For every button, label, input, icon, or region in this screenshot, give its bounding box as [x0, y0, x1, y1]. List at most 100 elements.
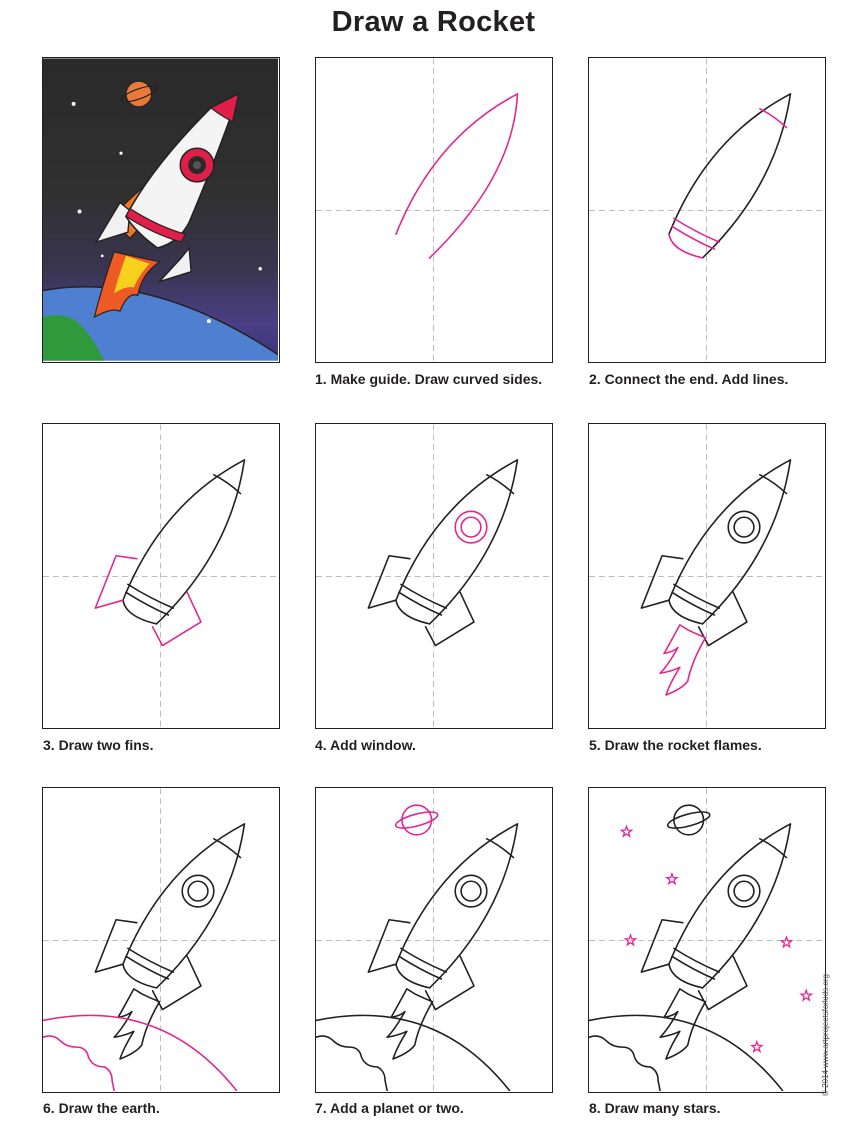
rocket-right-side	[701, 823, 792, 989]
rocket	[93, 92, 240, 319]
step-4-drawing	[316, 424, 551, 727]
rocket-nose-line	[759, 473, 788, 495]
step-3-panel	[42, 423, 280, 729]
star	[749, 1039, 764, 1054]
step-5-panel	[588, 423, 826, 729]
rocket-fin	[640, 554, 684, 609]
step-6-panel	[42, 787, 280, 1093]
rocket-nose-line	[486, 837, 515, 859]
earth-horizon	[589, 1014, 784, 1091]
star	[619, 824, 634, 838]
rocket-window	[727, 874, 761, 908]
rocket-window-inner	[187, 880, 209, 902]
star	[623, 933, 638, 947]
rocket-window	[727, 510, 761, 544]
step-7-caption: 7. Add a planet or two.	[315, 1100, 464, 1116]
rocket-window-inner	[460, 516, 482, 538]
rocket-base	[122, 963, 158, 989]
rocket-fin	[640, 918, 684, 973]
planet	[120, 80, 158, 108]
rocket-window	[454, 874, 488, 908]
rocket-left-side	[122, 823, 246, 965]
step-3-caption: 3. Draw two fins.	[43, 737, 154, 753]
rocket-fin	[424, 591, 475, 647]
rocket-base	[668, 233, 704, 259]
copyright-credit: © 2014 www.artprojectsforkids.org	[821, 974, 830, 1096]
stars	[71, 101, 263, 324]
step-1-drawing	[316, 58, 551, 361]
rocket-right-side	[701, 93, 792, 259]
rocket-right-side	[155, 823, 246, 989]
rocket-flames	[659, 988, 707, 1060]
earth-horizon	[316, 1014, 511, 1091]
rocket-base	[668, 963, 704, 989]
rocket-band	[673, 217, 721, 243]
rocket-fin	[367, 918, 411, 973]
rocket-left-side	[122, 459, 246, 601]
rocket-band	[400, 583, 448, 609]
step-2-drawing	[589, 58, 824, 361]
step-5-caption: 5. Draw the rocket flames.	[589, 737, 762, 753]
planet	[401, 804, 433, 836]
step-5-drawing	[589, 424, 824, 727]
finished-artwork	[42, 57, 280, 363]
rocket-window-inner	[733, 880, 755, 902]
rocket-right-side	[428, 93, 519, 259]
step-1-panel	[315, 57, 553, 363]
step-4-panel	[315, 423, 553, 729]
rocket-base	[395, 599, 431, 625]
rocket-left-side	[395, 93, 519, 235]
rocket-nose-line	[486, 473, 515, 495]
rocket-band	[125, 955, 170, 980]
rocket-base	[668, 599, 704, 625]
page-title: Draw a Rocket	[331, 6, 536, 38]
earth-horizon	[43, 1014, 238, 1091]
rocket-nose-line	[759, 107, 788, 129]
step-6-caption: 6. Draw the earth.	[43, 1100, 160, 1116]
rocket-right-side	[428, 459, 519, 625]
step-2-panel	[588, 57, 826, 363]
rocket-band	[127, 947, 175, 973]
rocket-band	[398, 955, 443, 980]
rocket-window-inner	[733, 516, 755, 538]
star	[664, 871, 679, 886]
step-7-drawing	[316, 788, 551, 1091]
rocket-right-side	[428, 823, 519, 989]
rocket-flames	[386, 988, 434, 1060]
rocket-right-side	[701, 459, 792, 625]
rocket-right-side	[155, 459, 246, 625]
rocket-fin	[94, 918, 138, 973]
rocket-fin	[367, 554, 411, 609]
rocket-left-side	[668, 459, 792, 601]
rocket-nose-line	[213, 837, 242, 859]
step-2-caption: 2. Connect the end. Add lines.	[589, 371, 789, 387]
rocket-band	[400, 947, 448, 973]
earth-coastline	[43, 1035, 115, 1091]
step-4-caption: 4. Add window.	[315, 737, 416, 753]
rocket-window-inner	[460, 880, 482, 902]
rocket-nose-line	[213, 473, 242, 495]
step-6-drawing	[43, 788, 278, 1091]
rocket-left-side	[668, 823, 792, 965]
rocket-band	[398, 591, 443, 616]
step-7-panel	[315, 787, 553, 1093]
star	[779, 935, 794, 949]
step-8-caption: 8. Draw many stars.	[589, 1100, 721, 1116]
rocket-base	[122, 599, 158, 625]
earth-coastline	[316, 1035, 388, 1091]
planet-ring	[394, 811, 439, 829]
rocket-left-side	[395, 823, 519, 965]
star	[799, 988, 814, 1002]
rocket-band	[673, 583, 721, 609]
rocket-band	[671, 591, 716, 616]
step-8-panel	[588, 787, 826, 1093]
planet	[673, 804, 705, 836]
rocket-left-side	[395, 459, 519, 601]
rocket-flames	[113, 988, 161, 1060]
earth-coastline	[589, 1035, 661, 1091]
step-8-drawing	[589, 788, 824, 1091]
planet-ring	[666, 811, 711, 829]
rocket-base	[395, 963, 431, 989]
step-3-drawing	[43, 424, 278, 727]
rocket-window	[454, 510, 488, 544]
